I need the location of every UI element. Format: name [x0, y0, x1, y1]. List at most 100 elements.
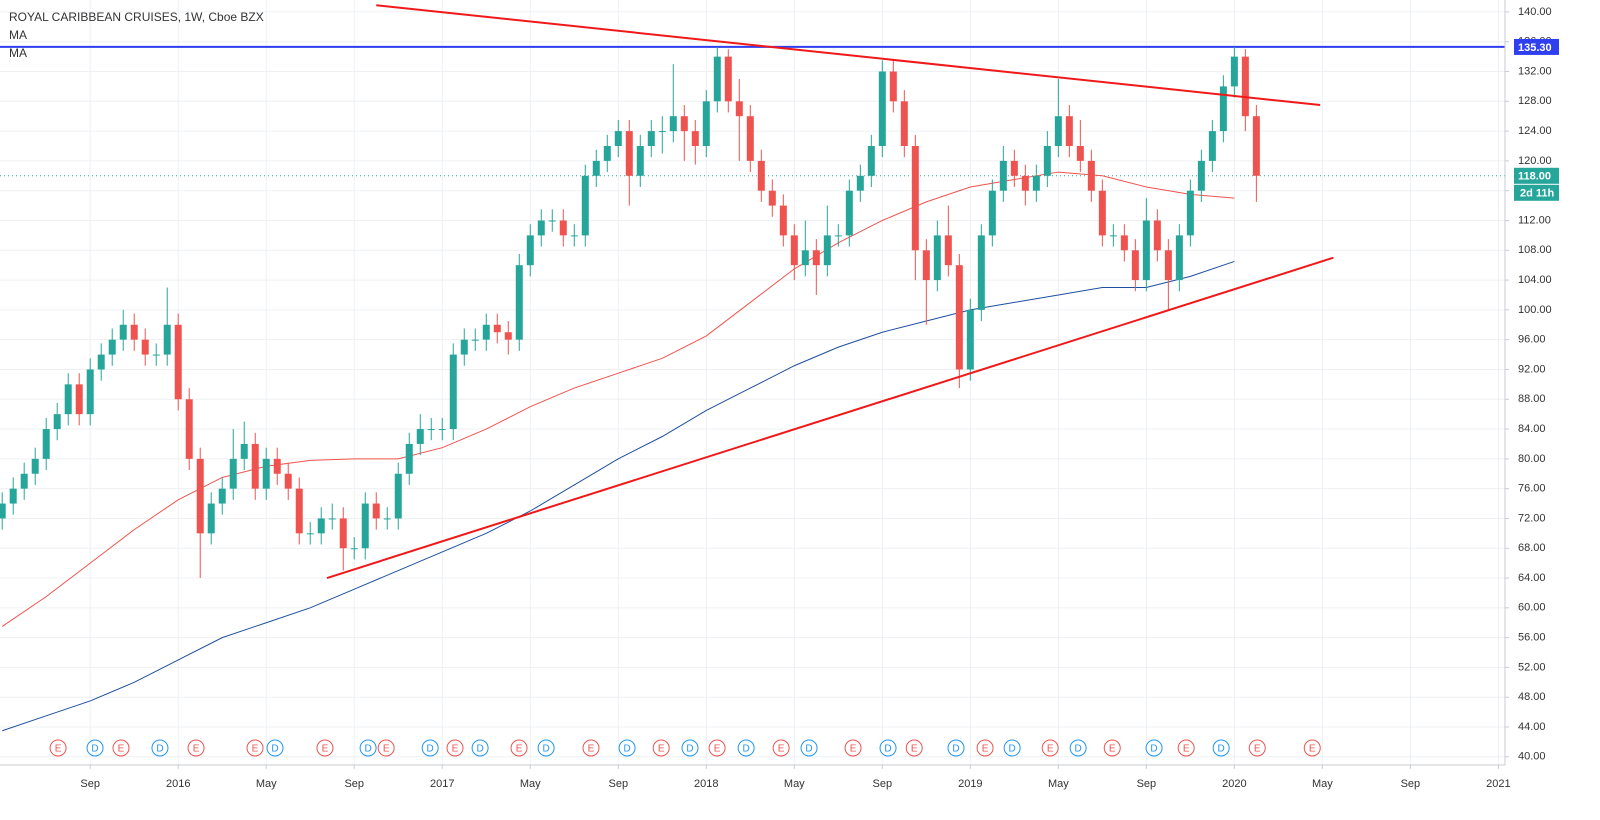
trendline	[326, 256, 1334, 579]
y-tick-label: 120.00	[1518, 155, 1552, 167]
moving-average-line	[2, 260, 1235, 732]
event-marker	[421, 739, 439, 757]
candle-body	[757, 160, 765, 191]
candle-body	[0, 503, 6, 519]
event-label: E	[383, 744, 390, 755]
event-marker	[1103, 739, 1121, 757]
candle-body	[416, 429, 424, 444]
x-tick-label: May	[256, 778, 277, 790]
event-label: E	[588, 744, 595, 755]
event-marker	[879, 739, 897, 757]
candle-body	[570, 235, 578, 237]
candle-body	[680, 116, 688, 132]
candle-body	[295, 488, 303, 534]
candle-body	[1131, 250, 1139, 281]
event-marker	[316, 739, 334, 757]
x-tick-label: 2017	[430, 778, 454, 790]
candle-body	[207, 503, 215, 534]
event-marker	[537, 739, 555, 757]
candle-body	[1032, 175, 1040, 191]
y-tick-label: 60.00	[1518, 602, 1546, 614]
y-tick-label: 68.00	[1518, 542, 1546, 554]
y-tick-label: 128.00	[1518, 95, 1552, 107]
event-label: D	[156, 744, 163, 755]
candle-body	[460, 339, 468, 355]
event-marker	[1003, 739, 1021, 757]
candle-body	[1208, 131, 1216, 161]
candle-body	[218, 488, 226, 504]
candle-body	[834, 235, 842, 237]
candle-body	[702, 101, 710, 146]
candle-body	[746, 116, 754, 161]
candle-body	[779, 205, 787, 236]
x-tick-label: Sep	[1401, 778, 1421, 790]
candle-body	[152, 354, 160, 356]
candle-body	[669, 116, 677, 132]
candle-body	[559, 220, 567, 236]
candle-body	[504, 332, 512, 340]
event-marker	[446, 739, 464, 757]
candle-body	[526, 235, 534, 266]
event-marker	[1069, 739, 1087, 757]
candle-body	[86, 369, 94, 415]
candle-body	[911, 145, 919, 251]
x-tick-label: Sep	[80, 778, 100, 790]
candle-body	[53, 414, 61, 430]
candle-body	[174, 324, 182, 400]
candle-body	[317, 518, 325, 534]
event-label: D	[1218, 744, 1225, 755]
candle-body	[823, 235, 831, 266]
candle-body	[471, 339, 479, 341]
event-marker	[772, 739, 790, 757]
candle-body	[75, 384, 83, 415]
y-tick-label: 40.00	[1518, 751, 1546, 763]
candle-body	[1164, 250, 1172, 281]
event-marker	[737, 739, 755, 757]
candle-body	[1043, 145, 1051, 176]
candle-body	[185, 399, 193, 459]
legend-entry: MA	[9, 28, 27, 42]
candle-body	[273, 458, 281, 474]
event-marker	[187, 739, 205, 757]
candle-body	[350, 548, 358, 550]
event-label: E	[1047, 744, 1054, 755]
candle-body	[966, 309, 974, 370]
candle-body	[1065, 116, 1073, 146]
y-tick-label: 80.00	[1518, 453, 1546, 465]
candle-body	[713, 56, 721, 102]
candle-body	[977, 235, 985, 310]
candle-body	[361, 503, 369, 549]
y-tick-label: 48.00	[1518, 691, 1546, 703]
event-label: D	[271, 744, 278, 755]
candle-body	[196, 458, 204, 534]
grid	[0, 0, 1505, 765]
event-label: E	[1109, 744, 1116, 755]
candle-body	[394, 473, 402, 519]
event-label: D	[1150, 744, 1157, 755]
candle-body	[647, 131, 655, 146]
event-label: D	[743, 744, 750, 755]
x-tick-label: Sep	[608, 778, 628, 790]
event-marker	[1177, 739, 1195, 757]
candle-body	[1230, 56, 1238, 87]
candle-body	[1076, 145, 1084, 161]
candle-body	[438, 429, 446, 431]
y-tick-label: 56.00	[1518, 632, 1546, 644]
y-tick-label: 52.00	[1518, 661, 1546, 673]
candle-body	[856, 175, 864, 191]
event-marker	[618, 739, 636, 757]
event-marker	[708, 739, 726, 757]
candle-body	[1252, 116, 1260, 176]
event-marker	[1303, 739, 1321, 757]
candle-body	[262, 458, 270, 489]
event-label: E	[911, 744, 918, 755]
candle-body	[1219, 86, 1227, 132]
event-label: D	[91, 744, 98, 755]
event-label: D	[805, 744, 812, 755]
x-tick-label: May	[1312, 778, 1333, 790]
candle-body	[240, 443, 248, 459]
candle-body	[955, 265, 963, 370]
candle-body	[768, 190, 776, 206]
candle-body	[933, 235, 941, 281]
